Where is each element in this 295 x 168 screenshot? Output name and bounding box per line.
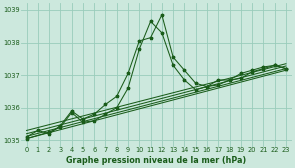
X-axis label: Graphe pression niveau de la mer (hPa): Graphe pression niveau de la mer (hPa) — [66, 156, 246, 164]
